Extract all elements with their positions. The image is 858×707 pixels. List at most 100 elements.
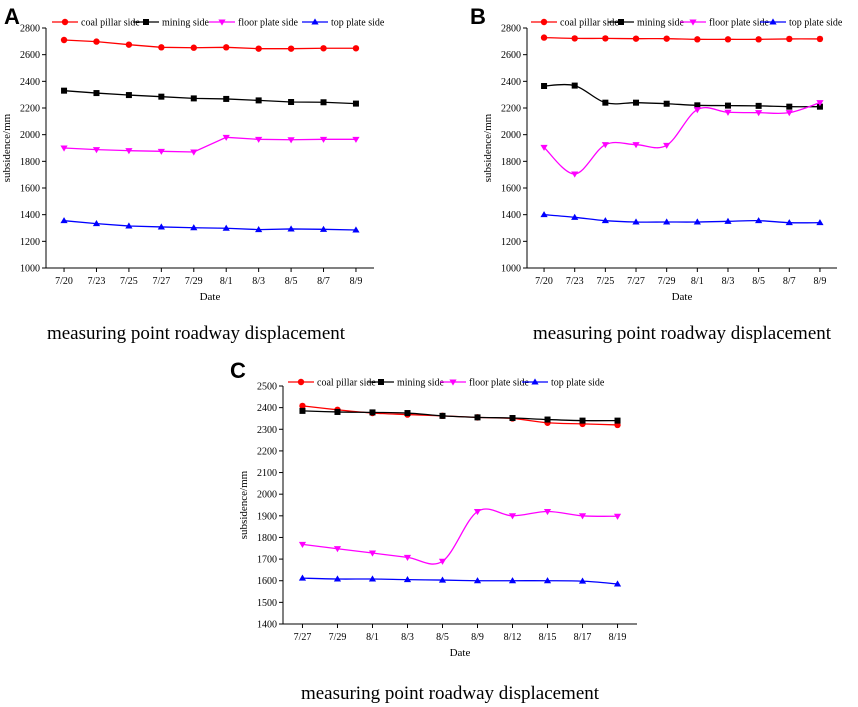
y-tick-label: 1500: [257, 598, 277, 609]
data-point: [287, 45, 295, 52]
data-point: [157, 223, 165, 230]
legend-swatch-marker: [689, 19, 697, 26]
y-tick-label: 2600: [20, 50, 40, 61]
legend-swatch-marker: [531, 378, 539, 385]
data-point: [571, 35, 578, 42]
data-point: [755, 217, 763, 224]
data-point: [438, 576, 447, 583]
legend-label: coal pillar side: [81, 18, 140, 29]
x-axis-label: Date: [200, 291, 221, 303]
data-point: [508, 577, 517, 584]
y-tick-label: 2100: [257, 468, 277, 479]
x-tick-label: 8/5: [285, 276, 298, 287]
data-point: [255, 136, 263, 143]
legend-item: floor plate side: [209, 18, 299, 29]
x-tick-label: 8/3: [252, 276, 265, 287]
data-point: [60, 145, 68, 152]
data-point: [93, 90, 100, 97]
data-point: [334, 408, 341, 415]
data-point: [92, 147, 101, 154]
y-tick-label: 2600: [501, 50, 521, 61]
data-point: [613, 580, 622, 587]
legend-item: top plate side: [302, 18, 385, 29]
chart-panel-c: C 1400 1500 1600 1700 1800 1900 2000 2100 2200 230…: [230, 358, 637, 704]
series-floor-plate-side: [298, 508, 622, 565]
data-point: [632, 218, 640, 225]
legend-label: mining side: [397, 378, 445, 389]
legend-item: coal pillar side: [531, 18, 619, 29]
data-point: [158, 93, 165, 100]
series-top-plate-side: [60, 217, 360, 233]
data-point: [509, 415, 516, 422]
data-point: [602, 99, 609, 106]
legend-swatch-marker: [769, 18, 777, 25]
y-tick-label: 2000: [501, 130, 521, 141]
data-point: [579, 417, 586, 424]
legend-label: floor plate side: [469, 378, 530, 389]
data-point: [613, 513, 622, 520]
legend-label: mining side: [637, 18, 685, 29]
data-point: [663, 142, 671, 149]
figure-caption: measuring point roadway displacement: [301, 683, 600, 704]
legend-swatch-marker: [378, 379, 384, 385]
x-tick-label: 8/12: [504, 632, 522, 643]
x-tick-label: 7/25: [596, 276, 614, 287]
x-axis-label: Date: [672, 291, 693, 303]
data-point: [724, 102, 731, 109]
series-mining-side: [61, 87, 359, 107]
y-tick-label: 2000: [20, 130, 40, 141]
data-point: [571, 82, 578, 89]
data-point: [255, 45, 262, 52]
series-line: [544, 36, 820, 41]
legend-swatch-marker: [297, 378, 305, 386]
data-point: [632, 142, 640, 149]
data-point: [320, 45, 327, 52]
data-point: [694, 36, 701, 43]
x-tick-label: 7/20: [535, 276, 553, 287]
data-point: [602, 35, 609, 42]
y-tick-label: 2400: [257, 403, 277, 414]
data-point: [352, 45, 360, 52]
x-tick-label: 8/5: [752, 276, 765, 287]
data-point: [369, 409, 376, 416]
data-point: [190, 224, 198, 231]
data-point: [61, 87, 68, 94]
y-tick-label: 2200: [257, 446, 277, 457]
x-tick-label: 7/27: [294, 632, 312, 643]
legend-label: top plate side: [551, 378, 605, 389]
data-point: [816, 100, 824, 107]
legend-label: top plate side: [789, 18, 843, 29]
legend-label: floor plate side: [709, 18, 770, 29]
data-point: [223, 44, 230, 51]
x-tick-label: 8/3: [401, 632, 414, 643]
data-point: [222, 134, 230, 141]
data-point: [298, 574, 307, 581]
data-point: [816, 103, 823, 110]
data-point: [724, 217, 732, 224]
data-point: [333, 546, 342, 553]
data-point: [158, 44, 165, 51]
series-mining-side: [541, 82, 823, 110]
x-tick-label: 7/27: [627, 276, 645, 287]
data-point: [786, 103, 793, 110]
x-tick-label: 8/1: [220, 276, 233, 287]
y-tick-label: 1200: [20, 237, 40, 248]
data-point: [693, 218, 701, 225]
data-point: [724, 36, 732, 43]
legend-item: top plate side: [760, 18, 843, 29]
data-point: [320, 99, 327, 106]
series-coal-pillar-side: [299, 402, 621, 429]
data-point: [755, 36, 762, 43]
x-tick-label: 7/29: [329, 632, 347, 643]
y-tick-label: 1000: [20, 264, 40, 275]
chart-panel-a: A 1000 1200 1400 1600 1800 2000 2200 2400 2600 280…: [1, 4, 385, 344]
x-tick-label: 8/7: [783, 276, 796, 287]
data-point: [544, 416, 551, 423]
y-tick-label: 1400: [501, 210, 521, 221]
y-tick-label: 2200: [501, 104, 521, 115]
figure-caption: measuring point roadway displacement: [47, 323, 346, 344]
data-point: [786, 35, 793, 43]
legend-item: mining side: [608, 18, 685, 29]
y-tick-label: 2400: [20, 77, 40, 88]
x-tick-label: 8/1: [691, 276, 704, 287]
